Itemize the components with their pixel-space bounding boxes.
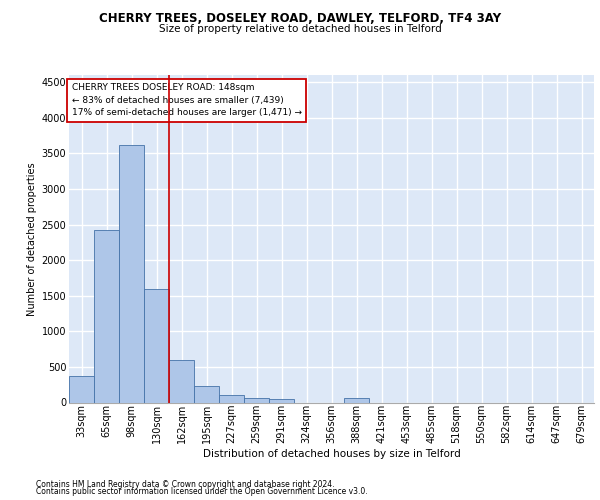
Text: Contains public sector information licensed under the Open Government Licence v3: Contains public sector information licen…: [36, 487, 368, 496]
X-axis label: Distribution of detached houses by size in Telford: Distribution of detached houses by size …: [203, 449, 460, 459]
Bar: [194, 386, 218, 402]
Text: Contains HM Land Registry data © Crown copyright and database right 2024.: Contains HM Land Registry data © Crown c…: [36, 480, 335, 489]
Bar: [119, 145, 143, 403]
Text: CHERRY TREES, DOSELEY ROAD, DAWLEY, TELFORD, TF4 3AY: CHERRY TREES, DOSELEY ROAD, DAWLEY, TELF…: [99, 12, 501, 26]
Bar: [244, 398, 269, 402]
Bar: [145, 290, 169, 403]
Y-axis label: Number of detached properties: Number of detached properties: [28, 162, 37, 316]
Bar: [344, 398, 368, 402]
Bar: [220, 394, 244, 402]
Bar: [169, 360, 194, 403]
Bar: [94, 230, 119, 402]
Text: Size of property relative to detached houses in Telford: Size of property relative to detached ho…: [158, 24, 442, 34]
Text: CHERRY TREES DOSELEY ROAD: 148sqm
← 83% of detached houses are smaller (7,439)
1: CHERRY TREES DOSELEY ROAD: 148sqm ← 83% …: [71, 83, 302, 117]
Bar: [70, 376, 94, 402]
Bar: [269, 400, 293, 402]
